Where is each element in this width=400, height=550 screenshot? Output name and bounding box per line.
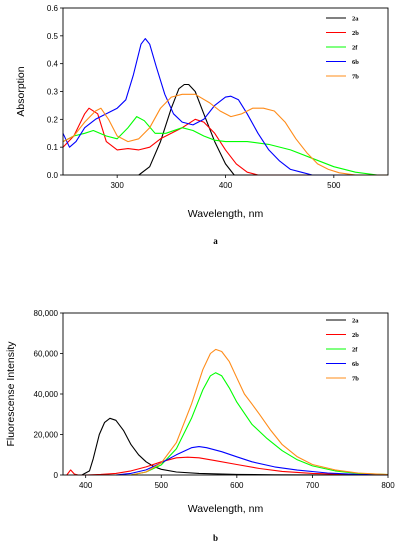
series-line-7b (130, 348, 389, 476)
x-tick-label: 800 (381, 481, 395, 490)
x-axis-title: Wavelength, nm (188, 208, 264, 220)
series-line-6b (115, 446, 389, 476)
x-tick-label: 600 (230, 481, 244, 490)
legend-label-7b: 7b (352, 74, 359, 81)
series-line-2b (66, 456, 389, 476)
y-tick-label: 20,000 (34, 431, 59, 440)
legend-label-2f: 2f (352, 347, 358, 354)
series-line-2a (81, 417, 389, 476)
y-tick-label: 0.3 (47, 88, 59, 97)
chart-panel-a: 300 400 500 0.0 0.1 0.2 0.3 0.4 0.5 0.6 Wavelength… (15, 4, 389, 246)
x-axis-title: Wavelength, nm (188, 503, 264, 515)
x-tick-label: 700 (306, 481, 320, 490)
y-tick-label: 40,000 (34, 390, 59, 399)
y-tick-label: 0.0 (47, 171, 59, 180)
series-line-2f (130, 372, 389, 476)
y-axis-title: Absorption (15, 66, 27, 116)
series-line-2f (62, 116, 388, 176)
legend-label-7b: 7b (352, 376, 359, 383)
legend-label-2b: 2b (352, 30, 359, 37)
plot-frame (62, 312, 389, 476)
y-tick-label: 0.6 (47, 4, 59, 13)
x-tick-label: 500 (155, 481, 169, 490)
series-line-2a (138, 83, 388, 176)
series-line-7b (62, 93, 388, 176)
y-tick-label: 0.2 (47, 115, 59, 124)
y-tick-label: 0.1 (47, 143, 59, 152)
y-tick-label: 60,000 (34, 350, 59, 359)
legend-label-2a: 2a (352, 16, 359, 23)
legend-label-2b: 2b (352, 332, 359, 339)
series-line-6b (62, 38, 388, 176)
legend-label-6b: 6b (352, 59, 359, 66)
panel-label: b (213, 533, 218, 543)
y-tick-label: 0 (54, 471, 59, 480)
y-axis-title: Fluorescense Intensity (5, 341, 17, 447)
panel-label: a (213, 236, 218, 246)
x-tick-label: 300 (110, 181, 124, 190)
legend-label-2f: 2f (352, 45, 358, 52)
legend-label-2a: 2a (352, 318, 359, 325)
series-line-2b (62, 107, 388, 176)
chart-panel-b: 400 500 600 700 800 0 20,000 40,000 60,000 80,000… (5, 309, 395, 543)
y-tick-label: 0.5 (47, 32, 59, 41)
x-tick-label: 500 (327, 181, 341, 190)
y-tick-label: 0.4 (47, 60, 59, 69)
x-tick-label: 400 (79, 481, 93, 490)
y-tick-label: 80,000 (34, 309, 59, 318)
x-tick-label: 400 (219, 181, 233, 190)
legend-label-6b: 6b (352, 361, 359, 368)
